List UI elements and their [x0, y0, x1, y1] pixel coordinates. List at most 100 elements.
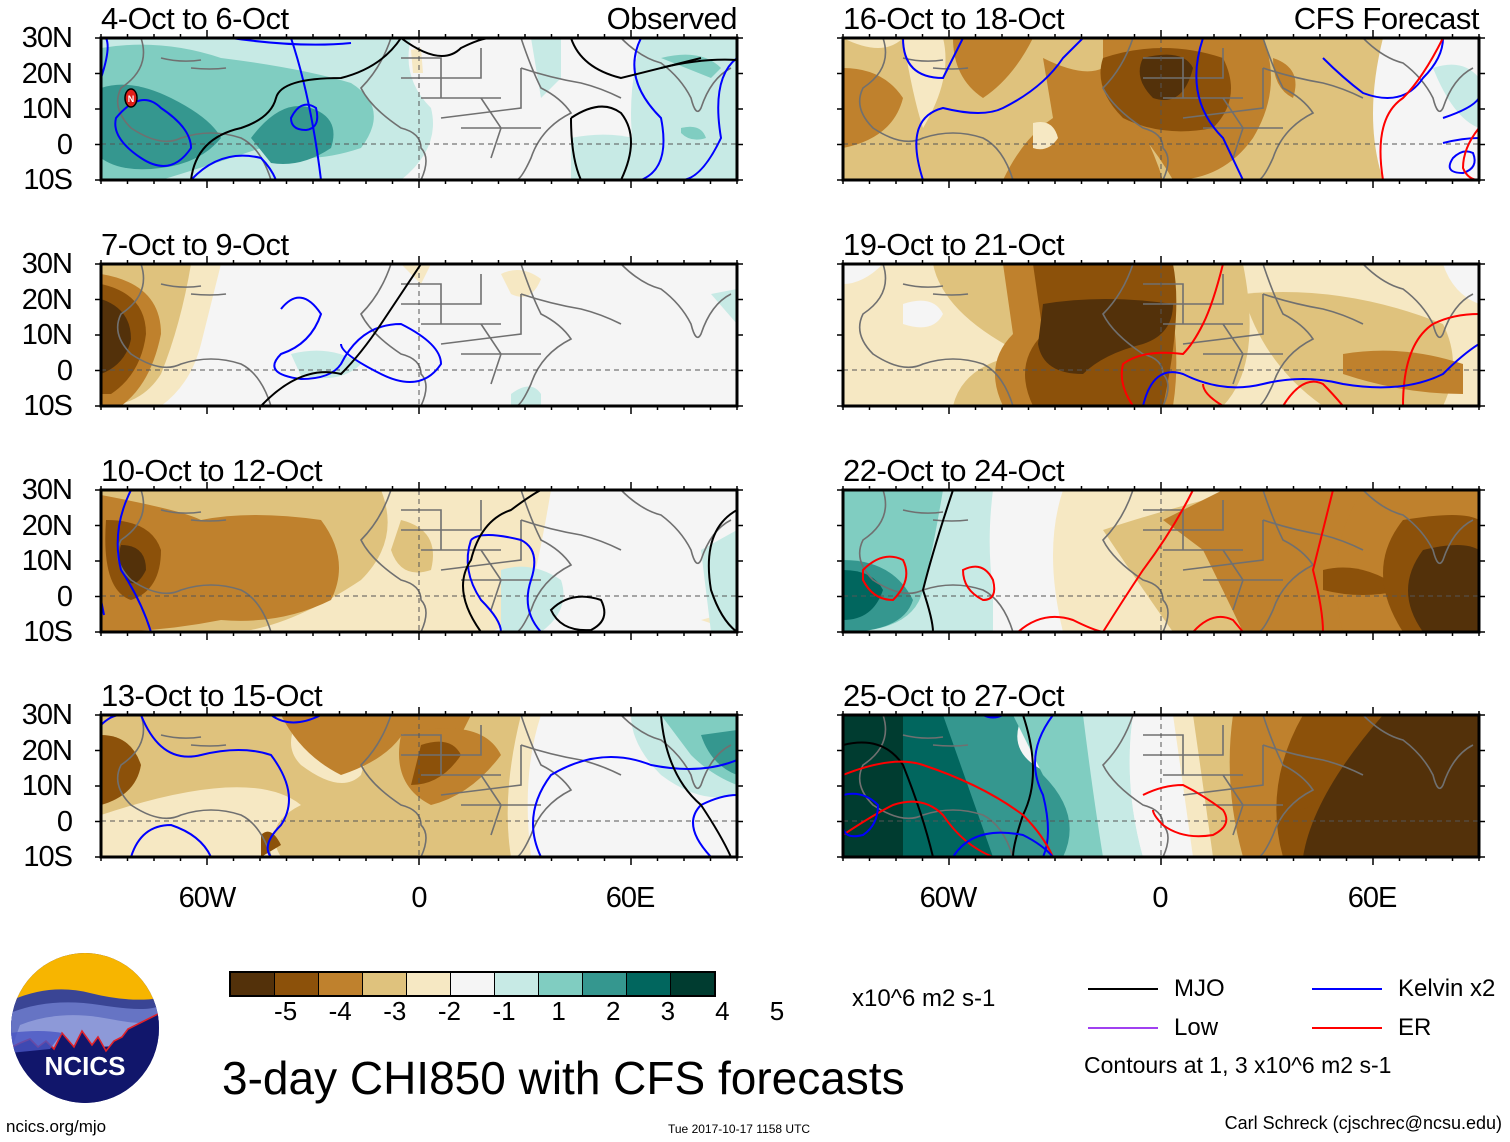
kelvin-contour [532, 756, 737, 857]
coastline [1102, 490, 1169, 632]
colorbar [229, 971, 716, 997]
lon-label-left-60e: 60E [605, 882, 656, 914]
map-panel-3 [95, 482, 743, 640]
kelvin-contour [130, 823, 212, 857]
mjo-contour [462, 490, 542, 632]
kelvin-contour [466, 539, 502, 632]
mjo-contour [260, 264, 422, 406]
coastline [1203, 97, 1283, 159]
shaded-region [1003, 58, 1163, 180]
shaded-region [661, 715, 737, 785]
shaded-region [953, 38, 1033, 98]
contour-note: Contours at 1, 3 x10^6 m2 s-1 [1084, 1052, 1392, 1078]
footer-url[interactable]: ncics.org/mjo [6, 1117, 107, 1136]
lat-label: 10S [23, 616, 73, 648]
coastline [160, 509, 227, 522]
coastline [1262, 293, 1364, 325]
shaded-region [501, 566, 564, 632]
legend-line-low [1088, 1027, 1158, 1029]
colorbar-swatch [539, 973, 583, 995]
mjo-contour [921, 490, 954, 632]
legend-label-kelvin: Kelvin x2 [1398, 975, 1496, 1002]
er-contour [843, 760, 1054, 857]
colorbar-tick-label: -4 [328, 996, 352, 1026]
kelvin-contour [952, 831, 1054, 857]
coastline [116, 38, 272, 180]
coastline [401, 500, 522, 571]
shaded-region [281, 715, 411, 775]
colorbar-tick-label: 1 [551, 996, 566, 1026]
shaded-region [843, 68, 903, 148]
coastline [461, 774, 541, 836]
svg-text:N: N [128, 94, 135, 104]
legend-item-er: ER [1312, 1014, 1431, 1042]
lon-label-left-0: 0 [411, 882, 427, 914]
coastline [1257, 715, 1315, 857]
coastline [620, 715, 732, 790]
mjo-contour [707, 509, 737, 632]
colorbar-swatch [671, 973, 714, 995]
coastline [1362, 490, 1474, 565]
coastline [515, 715, 573, 857]
coastline [902, 283, 969, 296]
lat-label: 30N [21, 474, 73, 506]
lon-label-right-60e: 60E [1347, 882, 1398, 914]
lat-label: 10S [23, 390, 73, 422]
coastline [1143, 500, 1264, 571]
colorbar-swatch [363, 973, 407, 995]
er-contour [1142, 783, 1228, 838]
coastline [1203, 549, 1283, 611]
lat-label: 20N [21, 57, 73, 90]
colorbar-swatch [451, 973, 495, 995]
logo-text: NCICS [45, 1051, 126, 1081]
coastline [360, 715, 427, 857]
kelvin-contour [1142, 343, 1479, 406]
coastline [515, 264, 573, 406]
coastline [1362, 715, 1474, 790]
lat-label: 10S [23, 164, 73, 196]
coastline [520, 293, 622, 325]
shaded-region [681, 126, 706, 140]
kelvin-contour [114, 99, 193, 167]
chart-title: 3-day CHI850 with CFS forecasts [222, 1052, 905, 1104]
shaded-region [101, 299, 131, 374]
panel-type-label: Observed [606, 1, 738, 36]
shaded-region [1343, 350, 1463, 394]
shaded-region [843, 264, 883, 284]
lat-label: 30N [21, 22, 73, 54]
lon-label-left-60w: 60W [178, 882, 237, 914]
kelvin-contour [915, 38, 1084, 180]
shaded-region [401, 264, 431, 284]
legend-item-kelvin: Kelvin x2 [1312, 975, 1495, 1003]
shaded-region [711, 289, 737, 324]
map-panel-6 [837, 256, 1485, 414]
er-contour [1017, 616, 1104, 632]
lat-label: 0 [56, 354, 73, 387]
coastline [401, 725, 522, 796]
colorbar-swatch [583, 973, 627, 995]
legend-label-er: ER [1398, 1014, 1432, 1041]
colorbar-tick-label: -1 [492, 996, 516, 1026]
shaded-region [1033, 122, 1058, 150]
colorbar-swatch [627, 973, 671, 995]
colorbar-tick-label: -3 [383, 996, 407, 1026]
shaded-region [903, 300, 943, 328]
legend-label-low: Low [1174, 1014, 1219, 1041]
coastline [620, 264, 732, 339]
colorbar-tick-label: 5 [769, 996, 785, 1026]
lat-label: 0 [56, 805, 73, 838]
shaded-region [511, 386, 541, 406]
coastline [401, 48, 522, 119]
coastline [160, 734, 227, 747]
legend-line-mjo [1088, 988, 1158, 990]
panel-title: 10-Oct to 12-Oct [101, 453, 323, 488]
coastline [520, 519, 622, 551]
ncics-logo: NCICS [11, 953, 159, 1103]
shaded-region [391, 520, 433, 573]
coastline [461, 549, 541, 611]
mjo-contour [660, 715, 732, 857]
er-contour [1202, 383, 1224, 406]
coastline [1143, 725, 1264, 796]
legend-label-mjo: MJO [1174, 975, 1225, 1002]
kelvin-contour [290, 38, 322, 180]
